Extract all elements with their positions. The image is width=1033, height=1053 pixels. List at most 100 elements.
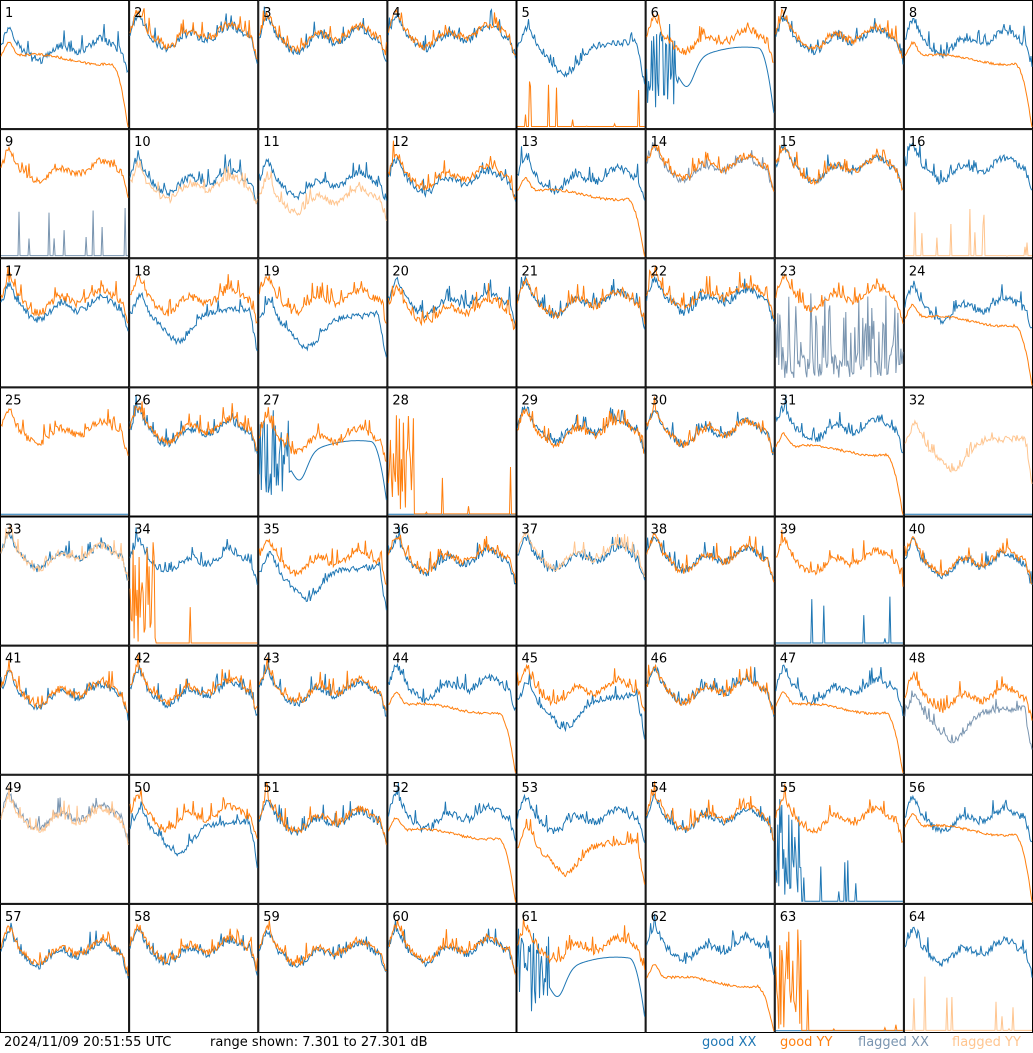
panel-label: 59 <box>263 910 280 925</box>
series-yy-good-line <box>775 273 904 324</box>
panel-frame <box>129 129 259 259</box>
panel-frame <box>645 774 775 904</box>
series-xx-flagged-line <box>775 293 904 378</box>
series-xx-good-line <box>259 550 387 611</box>
panel-label: 7 <box>780 6 788 21</box>
panel-label: 37 <box>522 523 539 538</box>
antenna-panel-23: 23 <box>774 258 904 388</box>
antenna-panel-40: 40 <box>903 516 1033 646</box>
antenna-panel-7: 7 <box>774 0 904 130</box>
panel-frame <box>129 903 259 1033</box>
series-yy-good-line <box>0 41 129 128</box>
panel-label: 11 <box>263 135 280 150</box>
panel-frame <box>516 387 646 517</box>
antenna-panel-36: 36 <box>387 516 517 646</box>
panel-label: 4 <box>392 6 400 21</box>
panel-frame <box>258 645 388 775</box>
series-yy-good-line <box>646 265 775 319</box>
antenna-panel-8: 8 <box>903 0 1033 130</box>
series-xx-good-line <box>129 150 258 205</box>
panel-frame <box>258 774 388 904</box>
series-xx-good-line <box>387 782 516 842</box>
panel-label: 62 <box>651 910 668 925</box>
series-yy-good-line <box>775 783 904 844</box>
series-yy-good-line <box>517 917 646 970</box>
series-yy-good-line <box>517 176 646 257</box>
panel-frame <box>0 645 130 775</box>
legend-flagged-xx: flagged XX <box>858 1035 929 1050</box>
series-yy-good-line <box>646 663 775 715</box>
panel-frame <box>0 258 130 388</box>
legend-flagged-yy: flagged YY <box>952 1035 1021 1050</box>
panel-frame <box>903 774 1033 904</box>
panel-frame <box>774 129 904 259</box>
series-yy-good-line <box>129 8 258 60</box>
series-yy-good-line <box>387 140 516 200</box>
series-yy-good-line <box>775 529 904 587</box>
series-yy-flagged-line <box>258 171 387 222</box>
panel-label: 36 <box>392 523 409 538</box>
antenna-panel-41: 41 <box>0 645 130 775</box>
antenna-panel-46: 46 <box>645 645 775 775</box>
panel-label: 33 <box>5 523 22 538</box>
footer-bar: 2024/11/09 20:51:55 UTC range shown: 7.3… <box>0 1033 1033 1053</box>
antenna-panel-31: 31 <box>774 387 904 517</box>
antenna-panel-27: 27 <box>258 387 388 517</box>
panel-label: 47 <box>780 652 797 667</box>
panel-label: 8 <box>909 6 917 21</box>
series-xx-good-line <box>258 930 387 973</box>
series-xx-good-line <box>259 296 387 358</box>
series-yy-good-line <box>387 283 516 331</box>
panel-frame <box>0 387 130 517</box>
series-yy-good-line <box>646 532 775 583</box>
panel-label: 25 <box>5 393 22 408</box>
series-yy-flagged-line <box>130 160 258 205</box>
series-xx-good-line <box>0 23 129 74</box>
panel-frame <box>903 387 1033 517</box>
panel-label: 15 <box>780 135 797 150</box>
panel-label: 51 <box>263 781 280 796</box>
series-xx-good-line <box>0 922 129 979</box>
antenna-panel-33: 33 <box>0 516 130 646</box>
series-xx-good-line <box>904 794 1033 843</box>
panel-label: 31 <box>780 393 797 408</box>
antenna-panel-44: 44 <box>387 645 517 775</box>
antenna-panel-20: 20 <box>387 258 517 388</box>
antenna-panel-25: 25 <box>0 387 130 517</box>
series-yy-good-line <box>0 925 129 977</box>
panel-label: 52 <box>392 781 409 796</box>
antenna-panel-6: 6 <box>645 0 775 130</box>
series-yy-good-line <box>0 266 129 324</box>
antenna-panel-47: 47 <box>774 645 904 775</box>
series-yy-good-line <box>129 789 258 840</box>
panel-label: 50 <box>134 781 151 796</box>
series-xx-good-line <box>517 793 646 843</box>
series-yy-good-line <box>387 817 516 902</box>
panel-frame <box>516 0 646 130</box>
series-xx-good-line <box>775 596 903 644</box>
series-xx-good-line <box>904 141 1033 191</box>
series-yy-flagged-line <box>904 208 1032 257</box>
series-yy-good-line <box>904 535 1033 585</box>
antenna-panel-21: 21 <box>516 258 646 388</box>
panel-frame <box>516 903 646 1033</box>
series-yy-good-line <box>129 542 258 644</box>
series-yy-good-line <box>129 401 258 452</box>
panel-label: 18 <box>134 264 151 279</box>
timestamp: 2024/11/09 20:51:55 UTC <box>4 1035 172 1050</box>
antenna-panel-59: 59 <box>258 903 388 1033</box>
panel-frame <box>903 258 1033 388</box>
series-xx-good-line <box>646 276 775 322</box>
antenna-panel-14: 14 <box>645 129 775 259</box>
antenna-panel-56: 56 <box>903 774 1033 904</box>
antenna-panel-9: 9 <box>0 129 130 259</box>
series-yy-good-line <box>258 407 387 463</box>
panel-label: 40 <box>909 523 926 538</box>
antenna-panel-13: 13 <box>516 129 646 259</box>
panel-frame <box>645 516 775 646</box>
panel-frame <box>774 0 904 130</box>
panel-label: 61 <box>522 910 539 925</box>
series-yy-good-line <box>258 781 387 845</box>
antenna-panel-16: 16 <box>903 129 1033 259</box>
panel-frame <box>387 258 517 388</box>
